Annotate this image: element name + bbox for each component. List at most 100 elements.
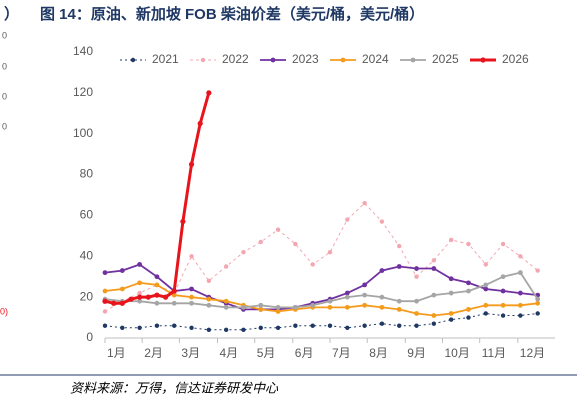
- point: [206, 302, 212, 308]
- point: [189, 325, 194, 330]
- point: [345, 217, 350, 222]
- point: [258, 325, 263, 330]
- point: [500, 313, 506, 318]
- point: [397, 243, 402, 249]
- point: [258, 302, 264, 308]
- y-tick-label: 20: [80, 289, 94, 303]
- point: [535, 311, 540, 316]
- y-tick-label: 80: [80, 167, 94, 181]
- point: [137, 280, 143, 286]
- source-note: 资料来源：万得，信达证券研发中心: [70, 380, 279, 395]
- point: [448, 276, 454, 282]
- y-tick-label: 60: [80, 208, 94, 222]
- point: [500, 274, 506, 280]
- point: [414, 274, 419, 279]
- legend-marker: [130, 57, 136, 63]
- point: [128, 296, 134, 302]
- point: [162, 294, 169, 300]
- point: [206, 90, 212, 96]
- point: [223, 298, 229, 304]
- point: [466, 241, 471, 247]
- point: [189, 286, 194, 292]
- edge-fragment: 0: [2, 91, 7, 101]
- point: [344, 294, 350, 300]
- point: [431, 292, 437, 298]
- point: [466, 315, 471, 320]
- point: [518, 313, 523, 318]
- point: [396, 264, 402, 269]
- point: [345, 325, 350, 330]
- point: [154, 282, 160, 288]
- point: [137, 294, 143, 300]
- legend-marker: [480, 57, 486, 63]
- point: [448, 317, 454, 322]
- x-tick-label: 7月: [332, 346, 351, 360]
- point: [362, 292, 368, 298]
- point: [396, 307, 402, 312]
- series-line: [104, 312, 538, 331]
- legend-label: 2026: [502, 52, 529, 66]
- y-tick-label: 140: [73, 44, 93, 58]
- point: [154, 274, 160, 280]
- point: [172, 323, 177, 328]
- point: [154, 323, 160, 328]
- y-tick-label: 100: [73, 126, 93, 140]
- point: [483, 262, 488, 267]
- point: [223, 304, 229, 310]
- point: [137, 262, 143, 267]
- x-tick-label: 9月: [407, 346, 426, 360]
- point: [414, 298, 419, 304]
- legend-label: 2022: [222, 52, 249, 66]
- point: [327, 250, 333, 255]
- point: [379, 321, 385, 326]
- legend-marker: [410, 57, 416, 63]
- point: [293, 323, 298, 328]
- legend-label: 2025: [432, 52, 459, 66]
- point: [517, 302, 523, 308]
- series-line: [104, 202, 539, 312]
- legend-label: 2023: [292, 52, 319, 66]
- point: [327, 298, 333, 304]
- point: [241, 250, 246, 255]
- point: [137, 325, 142, 330]
- point: [189, 294, 194, 300]
- point: [102, 309, 108, 314]
- point: [466, 307, 471, 312]
- point: [379, 268, 385, 273]
- point: [223, 327, 229, 333]
- point: [500, 241, 506, 247]
- series-line: [104, 271, 539, 309]
- point: [483, 311, 488, 316]
- point: [275, 227, 281, 232]
- y-tick-label: 0: [86, 330, 93, 344]
- point: [102, 288, 108, 294]
- point: [111, 300, 117, 306]
- point: [379, 294, 385, 300]
- point: [137, 290, 142, 296]
- x-tick-label: 12月: [520, 346, 545, 360]
- point: [362, 302, 368, 308]
- point: [362, 323, 367, 328]
- point: [206, 327, 212, 333]
- point: [327, 323, 333, 328]
- series-line: [104, 281, 538, 317]
- point: [258, 239, 263, 245]
- x-tick-label: 6月: [295, 346, 314, 360]
- point: [448, 237, 454, 243]
- point: [431, 258, 437, 263]
- point: [327, 304, 333, 310]
- point: [120, 325, 125, 330]
- point: [466, 280, 471, 286]
- point: [189, 300, 194, 306]
- point: [119, 286, 125, 292]
- x-tick-label: 2月: [144, 346, 163, 360]
- point: [397, 323, 402, 328]
- point: [362, 282, 368, 288]
- point: [431, 321, 437, 326]
- point: [431, 313, 437, 318]
- legend-marker: [340, 57, 346, 63]
- edge-fragment: ）: [4, 5, 19, 23]
- edge-fragment: 0): [0, 306, 8, 316]
- y-tick-label: 120: [73, 85, 93, 99]
- legend-marker: [200, 57, 206, 63]
